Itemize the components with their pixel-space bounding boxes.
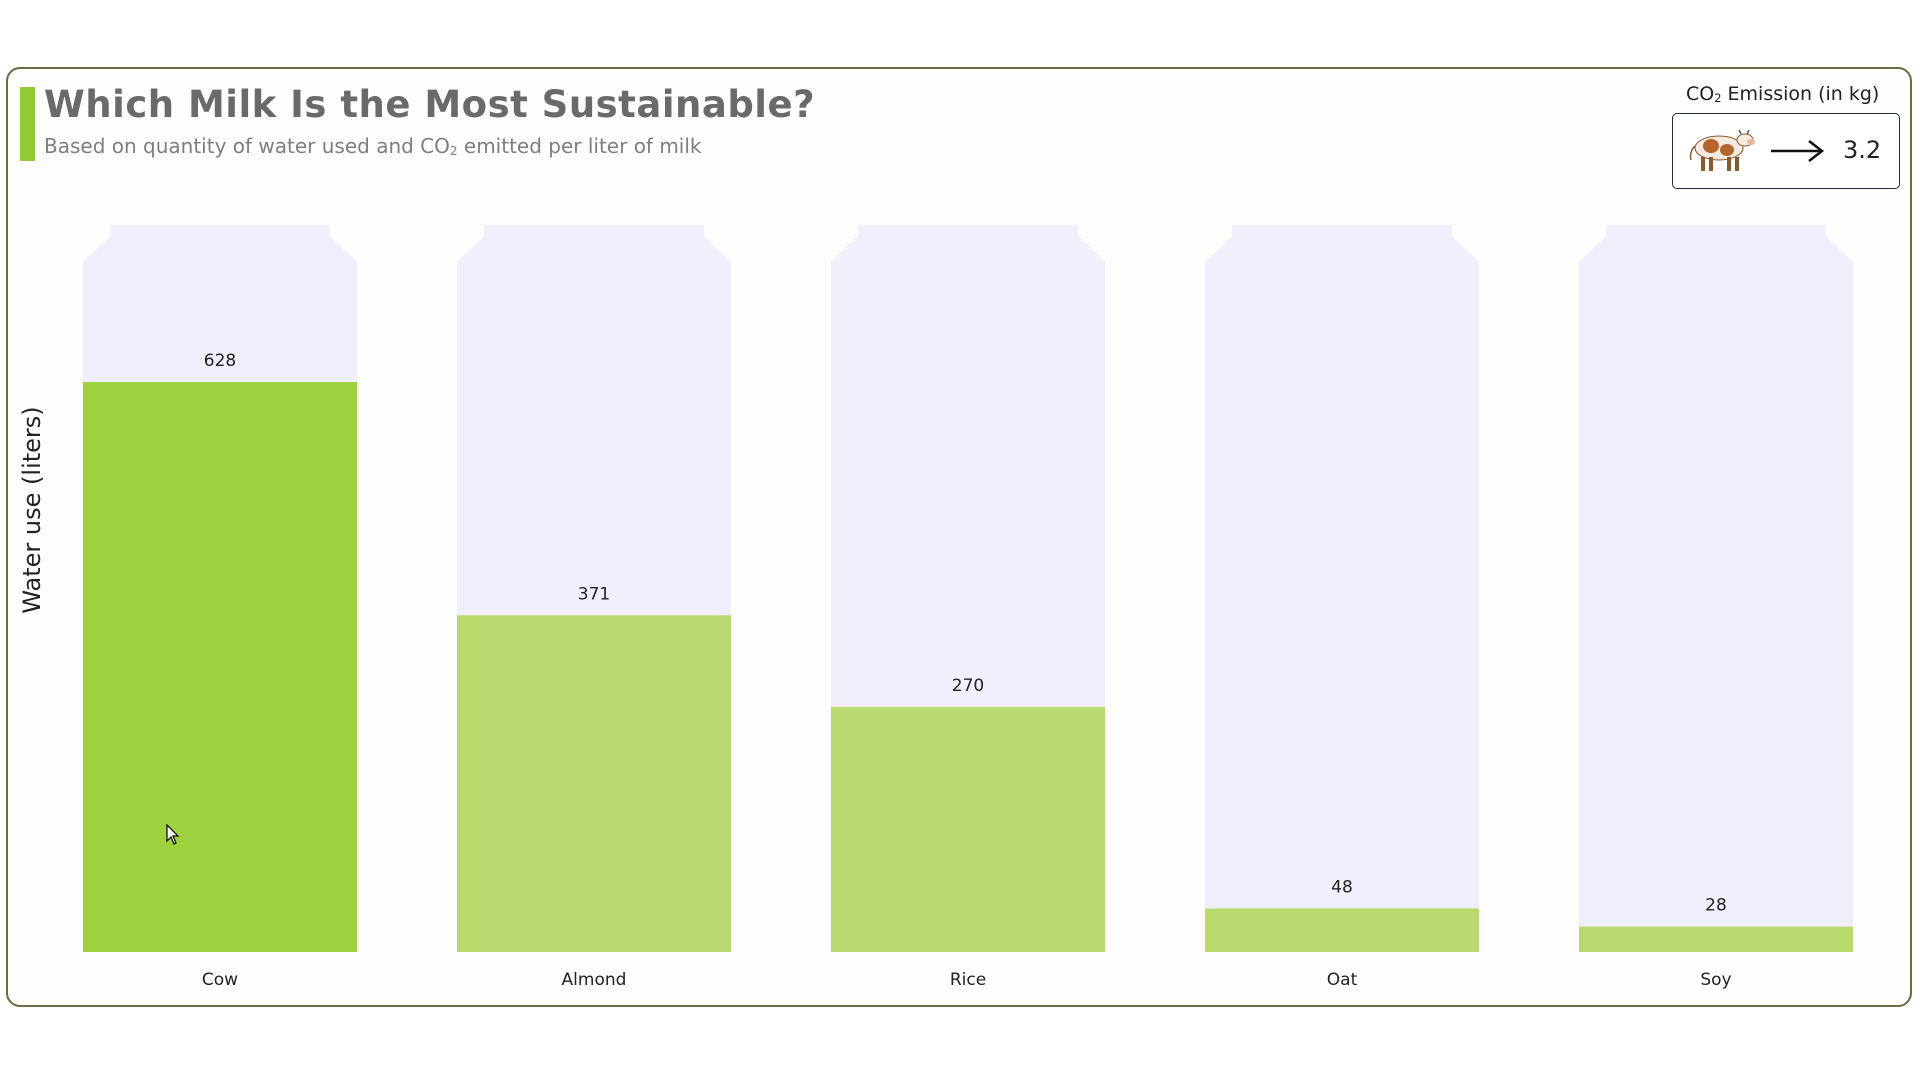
legend-title-start: CO bbox=[1686, 83, 1715, 105]
chart-title: Which Milk Is the Most Sustainable? bbox=[44, 83, 816, 126]
legend-title-end: Emission (in kg) bbox=[1721, 83, 1880, 105]
category-label-almond: Almond bbox=[562, 970, 627, 990]
bar-value-almond: 371 bbox=[578, 584, 610, 604]
legend-title: CO2 Emission (in kg) bbox=[1686, 83, 1879, 105]
bar-almond bbox=[457, 615, 731, 952]
carton-oat bbox=[1205, 225, 1479, 952]
category-label-cow: Cow bbox=[202, 970, 238, 990]
bar-rice bbox=[831, 706, 1105, 952]
chart-subtitle: Based on quantity of water used and CO2 … bbox=[44, 134, 702, 158]
bar-cow bbox=[83, 382, 357, 952]
bar-value-rice: 270 bbox=[952, 676, 984, 696]
legend-title-subscript: 2 bbox=[1714, 91, 1722, 105]
subtitle-subscript: 2 bbox=[449, 144, 458, 158]
subtitle-text-start: Based on quantity of water used and CO bbox=[44, 134, 450, 158]
co2-tooltip-box: 3.2 bbox=[1672, 113, 1900, 189]
title-accent-bar bbox=[20, 87, 35, 161]
cow-icon bbox=[1689, 129, 1755, 171]
category-label-rice: Rice bbox=[950, 970, 986, 990]
bar-value-soy: 28 bbox=[1705, 896, 1727, 916]
bar-value-oat: 48 bbox=[1331, 877, 1353, 897]
category-label-soy: Soy bbox=[1700, 970, 1731, 990]
arrow-right-icon bbox=[1771, 140, 1825, 162]
mouse-cursor-icon bbox=[166, 824, 180, 845]
category-label-oat: Oat bbox=[1327, 970, 1358, 990]
bar-value-cow: 628 bbox=[204, 351, 236, 371]
subtitle-text-end: emitted per liter of milk bbox=[457, 134, 702, 158]
bar-oat bbox=[1205, 908, 1479, 952]
carton-soy bbox=[1579, 225, 1853, 952]
co2-emission-value: 3.2 bbox=[1843, 136, 1882, 164]
bar-soy bbox=[1579, 926, 1853, 952]
